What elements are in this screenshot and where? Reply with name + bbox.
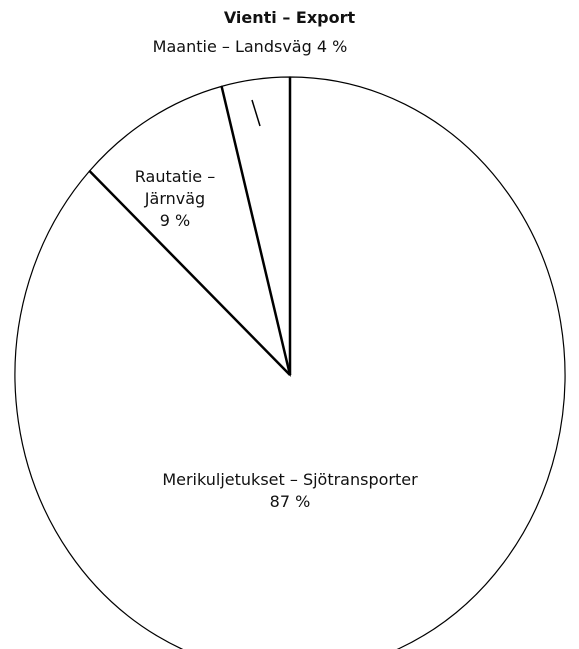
pie-slice [88,85,292,377]
slice-border [88,170,291,376]
slice-label: Merikuljetukset – Sjötransporter 87 % [80,469,500,513]
category-label: Rautatie – Järnväg [134,167,216,208]
value-label: 9 % [159,211,191,230]
value-label: 4 % [316,37,348,56]
value-label: 87 % [269,492,311,511]
category-label: Merikuljetukset – Sjötransporter [162,470,418,489]
slice-label: Rautatie – Järnväg 9 % [120,166,230,232]
category-label: Maantie – Landsväg [152,37,312,56]
slice-border [220,86,292,376]
slice-label: Maantie – Landsväg 4 % [90,36,410,58]
leader-line [251,99,261,127]
chart-title: Vienti – Export [223,8,356,27]
